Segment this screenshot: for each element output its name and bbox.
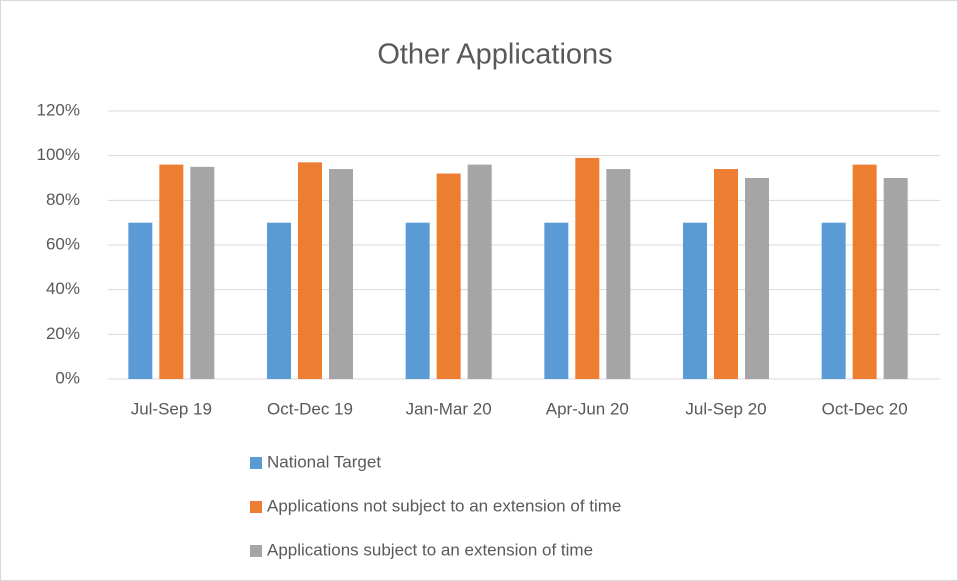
legend-label: Applications subject to an extension of … [267, 540, 593, 559]
x-tick-label: Oct-Dec 19 [267, 399, 353, 418]
y-tick-label: 60% [46, 234, 80, 253]
bar [714, 169, 738, 379]
y-tick-label: 40% [46, 279, 80, 298]
bar [436, 173, 461, 379]
bar [544, 222, 569, 379]
bar [883, 178, 908, 379]
y-tick-label: 20% [46, 324, 80, 343]
x-tick-label: Jul-Sep 19 [131, 399, 212, 418]
bar [745, 178, 769, 379]
chart-title: Other Applications [377, 39, 612, 71]
x-tick-label: Apr-Jun 20 [546, 399, 629, 418]
bar [821, 222, 846, 379]
bar [467, 164, 492, 379]
bar [683, 222, 707, 379]
bar [159, 164, 184, 379]
bar [405, 222, 430, 379]
bar [267, 222, 291, 379]
legend-swatch [250, 457, 262, 469]
legend-swatch [250, 545, 262, 557]
y-tick-label: 80% [46, 190, 80, 209]
bar [852, 164, 877, 379]
bar [329, 169, 353, 379]
legend-label: Applications not subject to an extension… [267, 496, 621, 515]
bar [128, 222, 153, 379]
x-tick-label: Jan-Mar 20 [406, 399, 492, 418]
y-tick-label: 0% [55, 368, 80, 387]
x-tick-label: Jul-Sep 20 [685, 399, 766, 418]
x-tick-label: Oct-Dec 20 [822, 399, 908, 418]
legend-swatch [250, 501, 262, 513]
y-tick-label: 120% [37, 100, 80, 119]
bar [606, 169, 631, 379]
bar [190, 166, 215, 379]
bar [575, 157, 600, 379]
legend-label: National Target [267, 452, 381, 471]
y-tick-label: 100% [37, 145, 80, 164]
bar [298, 162, 322, 379]
